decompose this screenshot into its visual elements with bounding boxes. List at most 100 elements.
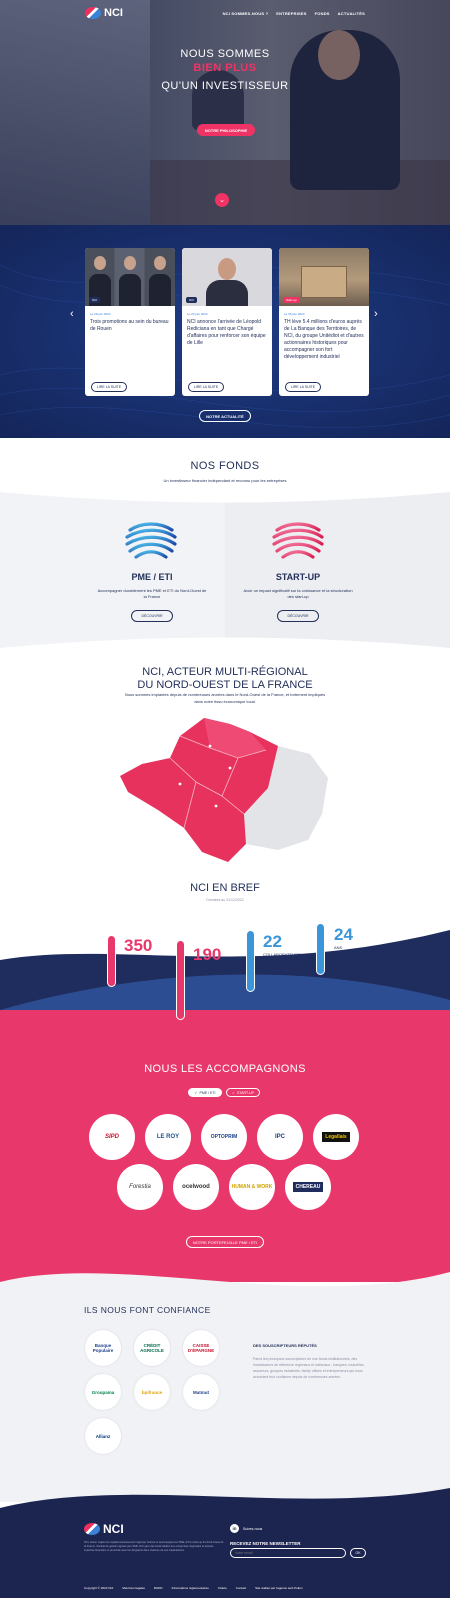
stat-number-assets: 350 bbox=[124, 936, 153, 955]
stat-number-years: 24 bbox=[334, 925, 353, 944]
stat-label-assets: M€ SOUS GESTION bbox=[124, 956, 162, 961]
map-region-grey bbox=[244, 746, 328, 850]
footer-copyright: Copyright © 2023 NCI bbox=[84, 1586, 114, 1590]
filter-pme-eti[interactable]: ✓ PME / ETI bbox=[188, 1088, 222, 1097]
fund-desc-startup: Avoir un impact significatif sur la croi… bbox=[243, 588, 353, 599]
fund-title-pme: PME / ETI bbox=[131, 572, 173, 582]
portfolio-button[interactable]: NOTRE PORTEFEUILLE PME / ETI bbox=[186, 1236, 264, 1248]
startup-icon bbox=[272, 522, 324, 559]
portfolio-logo-chereau[interactable]: CHEREAU bbox=[285, 1164, 331, 1210]
discover-startup-button[interactable]: DÉCOUVRIR bbox=[277, 610, 319, 622]
map-office-marker bbox=[214, 804, 218, 808]
news-card-date: Le 06 juin 2023 bbox=[284, 312, 305, 316]
nav-item-entreprises[interactable]: ENTREPRISES bbox=[276, 10, 307, 16]
news-section: ‹ › NCI Le 28 juin 2023 Trois promotions… bbox=[0, 225, 450, 438]
linkedin-icon[interactable]: in bbox=[230, 1524, 239, 1533]
read-more-button[interactable]: LIRE LA SUITE bbox=[285, 382, 321, 392]
portrait-head bbox=[154, 256, 166, 270]
our-news-button[interactable]: NOTRE ACTUALITÉ bbox=[199, 410, 251, 422]
stat-bar-pink bbox=[107, 935, 116, 987]
footer-link-contact[interactable]: Contact bbox=[235, 1586, 247, 1590]
map-region-north bbox=[204, 718, 266, 758]
brand-logo[interactable]: NCI bbox=[85, 7, 123, 19]
news-card-date: Le 20 juin 2023 bbox=[187, 312, 208, 316]
hero-title-line3: QU'UN INVESTISSEUR bbox=[161, 80, 289, 92]
funds-top-wave bbox=[0, 488, 450, 503]
subscriber-logo-allianz: Allianz bbox=[85, 1418, 121, 1454]
trust-bg bbox=[0, 1272, 450, 1502]
newsletter-title: RECEVEZ NOTRE NEWSLETTER bbox=[230, 1541, 301, 1546]
france-map bbox=[120, 718, 328, 862]
portfolio-logo-ocelwood[interactable]: ocelwood bbox=[173, 1164, 219, 1210]
portfolio-logo-optoprim[interactable]: OPTOPRIM bbox=[201, 1114, 247, 1160]
funds-title: NOS FONDS bbox=[190, 460, 260, 472]
in-brief-subtitle: Données au 31/12/2022 bbox=[206, 898, 244, 902]
footer-social[interactable]: in Suivez-nous bbox=[230, 1524, 262, 1533]
footer-link-charte[interactable]: Charte bbox=[217, 1586, 227, 1590]
news-card[interactable]: NCI Le 28 juin 2023 Trois promotions au … bbox=[85, 248, 175, 396]
portfolio-filters: ✓ PME / ETI ✓ START-UP bbox=[188, 1088, 260, 1097]
news-card-date: Le 28 juin 2023 bbox=[90, 312, 111, 316]
discover-pme-button[interactable]: DÉCOUVRIR bbox=[131, 610, 173, 622]
check-icon: ✓ bbox=[194, 1090, 198, 1095]
filter-label: PME / ETI bbox=[199, 1090, 216, 1095]
nav-item-qui-sommes-nous[interactable]: NCI SOMMES-NOUS ? bbox=[222, 10, 269, 16]
footer-link-infos[interactable]: Informations réglementaires bbox=[171, 1586, 209, 1590]
funds-subtitle: Un investisseur financier indépendant et… bbox=[163, 478, 287, 483]
hero-photo-person bbox=[192, 70, 244, 130]
portfolio-logo-ipc[interactable]: IPC bbox=[257, 1114, 303, 1160]
news-card[interactable]: NCI Le 20 juin 2023 NCI annonce l'arrivé… bbox=[182, 248, 272, 396]
filter-label: START-UP bbox=[236, 1090, 254, 1095]
map-office-marker bbox=[178, 782, 182, 786]
portfolio-logo-human-work[interactable]: HUMAN & WORK bbox=[229, 1164, 275, 1210]
top-nav: NCI NCI SOMMES-NOUS ? ENTREPRISES FONDS … bbox=[85, 5, 365, 21]
news-next-arrow-icon[interactable]: › bbox=[374, 308, 378, 320]
chevron-down-icon: ⌄ bbox=[219, 197, 225, 204]
news-prev-arrow-icon[interactable]: ‹ bbox=[70, 308, 74, 320]
legallais-label: Legallais bbox=[322, 1132, 350, 1142]
hero-photo-window bbox=[0, 0, 150, 225]
philosophy-button[interactable]: NOTRE PHILOSOPHIE bbox=[197, 124, 255, 136]
stat-number-companies: 190 bbox=[193, 945, 222, 964]
fund-title-startup: START-UP bbox=[275, 572, 321, 582]
footer-description: NCI, acteur majeur du capital-investisse… bbox=[84, 1541, 224, 1553]
read-more-button[interactable]: LIRE LA SUITE bbox=[91, 382, 127, 392]
stat-number-staff: 22 bbox=[263, 932, 282, 951]
subscriber-logo-matmut: Matmut bbox=[183, 1374, 219, 1410]
brand-name: NCI bbox=[104, 7, 123, 19]
subscriber-logo-banque-populaire: Banque Populaire bbox=[85, 1330, 121, 1366]
news-card[interactable]: Start-up Le 06 juin 2023 TH lève 5.4 mil… bbox=[279, 248, 369, 396]
news-card-text: NCI annonce l'arrivée de Léopold Redicia… bbox=[187, 319, 266, 346]
footer-link-agency[interactable]: Site réalisé par l'agence web Pollen bbox=[255, 1586, 303, 1590]
footer-link-rgpd[interactable]: RGPD bbox=[153, 1586, 163, 1590]
stat-bar-blue bbox=[246, 930, 255, 992]
filter-startup[interactable]: ✓ START-UP bbox=[226, 1088, 260, 1097]
hero-title-line1: NOUS SOMMES bbox=[180, 48, 270, 60]
footer-logo[interactable]: NCI bbox=[84, 1522, 124, 1536]
portfolio-logo-legallais[interactable]: Legallais bbox=[313, 1114, 359, 1160]
subscribers-text: Parmi les principaux souscripteurs de no… bbox=[253, 1357, 365, 1379]
subscriber-logo-credit-agricole: CRÉDIT AGRICOLE bbox=[134, 1330, 170, 1366]
scroll-down-button[interactable]: ⌄ bbox=[215, 193, 229, 207]
portfolio-logo-forestia[interactable]: Forestia bbox=[117, 1164, 163, 1210]
nav-item-actualites[interactable]: ACTUALITÉS bbox=[337, 10, 365, 16]
subscriber-logo-groupama: Groupama bbox=[85, 1374, 121, 1410]
stat-bar-blue bbox=[316, 923, 325, 975]
portfolio-logo-leroy[interactable]: LE ROY bbox=[145, 1114, 191, 1160]
in-brief-title: NCI EN BREF bbox=[190, 882, 260, 894]
footer-brand-name: NCI bbox=[103, 1522, 124, 1536]
fund-panel-startup bbox=[225, 492, 450, 650]
funds-bottom-wave bbox=[0, 637, 450, 654]
portrait-body bbox=[119, 274, 141, 306]
newsletter-email-input[interactable] bbox=[230, 1548, 346, 1558]
news-card-image: NCI bbox=[85, 248, 175, 306]
portfolio-title: NOUS LES ACCOMPAGNONS bbox=[144, 1063, 306, 1075]
nci-logo-icon bbox=[85, 7, 101, 19]
nav-item-fonds[interactable]: FONDS bbox=[314, 10, 330, 16]
hero-overlay bbox=[0, 0, 450, 225]
region-title: NCI, ACTEUR MULTI-RÉGIONAL DU NORD-OUEST… bbox=[0, 666, 450, 692]
read-more-button[interactable]: LIRE LA SUITE bbox=[188, 382, 224, 392]
footer-link-mentions[interactable]: Mentions légales bbox=[122, 1586, 145, 1590]
portfolio-logo-sipd[interactable]: SIPD bbox=[89, 1114, 135, 1160]
newsletter-submit-button[interactable]: OK bbox=[350, 1548, 366, 1558]
